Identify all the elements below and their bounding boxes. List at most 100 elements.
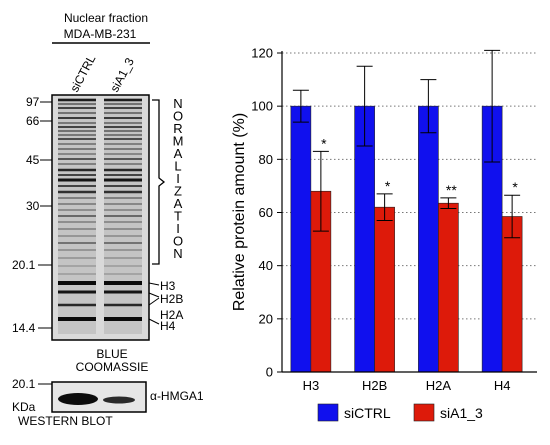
mw-marker-97: 97: [26, 95, 40, 109]
western-unit: KDa: [12, 400, 36, 414]
significance-marker: *: [321, 135, 327, 151]
normalization-letter: N: [173, 246, 182, 261]
gel-band: [104, 209, 142, 211]
gel-band: [104, 98, 142, 102]
gel-band: [104, 117, 142, 119]
gel-band: [58, 209, 96, 211]
mw-marker-ticks: [38, 101, 52, 329]
gel-band: [104, 168, 142, 172]
gel-band: [104, 273, 142, 275]
gel-band: [58, 134, 96, 136]
y-tick-label: 80: [259, 152, 273, 167]
y-tick-label: 120: [251, 46, 273, 61]
gel-band: [58, 273, 96, 275]
western-band-siA1_3: [103, 396, 135, 404]
gel-band: [58, 221, 96, 223]
x-tick-label-H3: H3: [303, 378, 320, 393]
gel-band: [58, 303, 96, 307]
gel-band: [104, 174, 142, 176]
gel-band: [58, 107, 96, 109]
gel-band: [58, 249, 96, 251]
x-tick-label-H4: H4: [494, 378, 511, 393]
gel-band: [104, 317, 142, 321]
gel-band: [104, 215, 142, 217]
gel-band: [104, 143, 142, 145]
gel-band: [104, 107, 142, 109]
legend-swatch-siCTRL: [317, 403, 339, 422]
gel-band: [58, 143, 96, 145]
mw-marker-30: 30: [26, 199, 40, 213]
gel-band: [58, 281, 96, 285]
significance-marker: *: [385, 178, 391, 194]
normalization-letter: R: [173, 121, 182, 136]
gel-title-line1: Nuclear fraction: [64, 11, 148, 25]
gel-band: [58, 122, 96, 124]
gel-band: [58, 112, 96, 114]
y-tick-label: 0: [266, 365, 273, 380]
histone-label-H3: H3: [160, 279, 176, 293]
gel-band: [104, 242, 142, 244]
gel-band: [58, 265, 96, 267]
y-tick-label: 20: [259, 311, 273, 326]
gel-band: [58, 190, 96, 194]
normalization-letter: A: [174, 146, 183, 161]
western-band-siCTRL: [58, 393, 98, 405]
gel-band: [58, 174, 96, 176]
gel-band: [58, 153, 96, 155]
gel-band: [104, 112, 142, 114]
gel-band: [104, 130, 142, 132]
gel-band: [58, 215, 96, 217]
normalization-letter: A: [174, 196, 183, 211]
normalization-letter: I: [176, 221, 180, 236]
gel-band: [104, 103, 142, 105]
gel-band: [58, 158, 96, 160]
gel-band: [58, 103, 96, 105]
normalization-letter: O: [173, 109, 183, 124]
gel-band: [104, 228, 142, 230]
normalization-bracket: [152, 99, 166, 265]
gel-band: [104, 281, 142, 285]
western-label: WESTERN BLOT: [18, 414, 113, 428]
chart-legend: siCTRL siA1_3: [317, 403, 483, 422]
gel-band: [104, 249, 142, 251]
western-marker: 20.1: [12, 377, 36, 391]
lane-label-siCTRL: siCTRL: [67, 52, 98, 94]
gel-bands: [58, 98, 142, 334]
gel-band: [104, 178, 142, 182]
histone-pointers: [148, 282, 160, 325]
mw-marker-66: 66: [26, 114, 40, 128]
gel-band: [104, 235, 142, 237]
gel-band: [58, 130, 96, 132]
gel-band: [58, 242, 96, 244]
chart-axes: 0 20 40 60 80 100 120 H3 H2B H2A H4: [251, 46, 537, 393]
gel-band: [104, 163, 142, 165]
gel-band: [104, 197, 142, 199]
gel-band: [104, 148, 142, 150]
mw-markers: 97 66 45 30 20.1 14.4: [12, 95, 40, 335]
gel-band: [104, 203, 142, 205]
bar-siCTRL-H3: [290, 105, 312, 373]
gel-band: [58, 235, 96, 237]
significance-marker: **: [446, 182, 457, 198]
chart-bars: ** ** *: [290, 49, 523, 373]
gel-band: [58, 138, 96, 140]
gel-band: [104, 290, 142, 294]
gel-band: [58, 290, 96, 294]
gel-band: [58, 178, 96, 182]
normalization-letter: T: [174, 209, 182, 224]
gel-band: [104, 257, 142, 259]
bar-siCTRL-H2A: [418, 105, 439, 373]
gel-panel: Nuclear fraction MDA-MB-231 siCTRL siA1_…: [12, 11, 204, 428]
normalization-letter: Z: [174, 184, 182, 199]
stain-label-line2: COOMASSIE: [76, 360, 149, 374]
gel-band: [104, 265, 142, 267]
gel-band: [104, 126, 142, 128]
gel-band: [104, 158, 142, 160]
y-tick-label: 100: [251, 99, 273, 114]
western-antibody: α-HMGA1: [150, 389, 204, 403]
gel-band: [58, 228, 96, 230]
gel-band: [58, 148, 96, 150]
legend-swatch-siA1_3: [413, 403, 435, 422]
coomassie-gel: [51, 94, 150, 341]
